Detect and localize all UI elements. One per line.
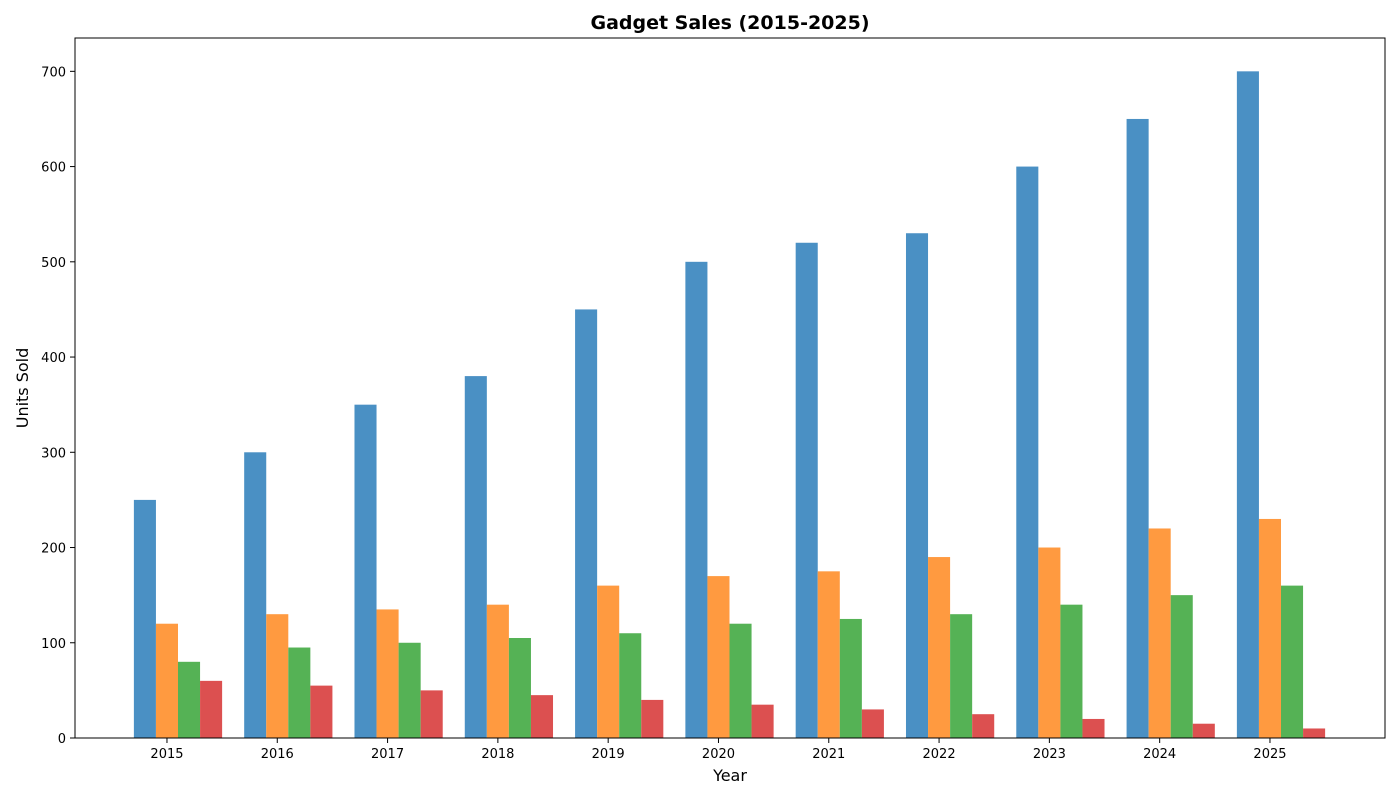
bar-2023-series-2	[1038, 547, 1061, 738]
y-tick-label: 0	[58, 732, 66, 747]
bar-2020-series-4	[751, 704, 774, 738]
bar-2025-series-3	[1281, 585, 1304, 738]
x-tick-label: 2025	[1253, 747, 1286, 762]
x-tick-label: 2015	[150, 747, 183, 762]
bar-2022-series-2	[928, 557, 951, 738]
bar-2021-series-3	[839, 618, 862, 738]
bar-2016-series-3	[288, 647, 311, 738]
y-tick-label: 400	[41, 351, 66, 366]
x-tick-label: 2018	[481, 747, 514, 762]
x-tick-label: 2023	[1033, 747, 1066, 762]
x-tick-label: 2020	[702, 747, 735, 762]
bar-2025-series-1	[1236, 71, 1259, 738]
bar-2024-series-3	[1170, 595, 1193, 738]
bar-2015-series-4	[200, 680, 223, 738]
bar-2025-series-4	[1303, 728, 1326, 738]
bar-2020-series-3	[729, 623, 752, 738]
y-tick-label: 300	[41, 446, 66, 461]
x-tick-label: 2021	[812, 747, 845, 762]
bar-2023-series-1	[1016, 166, 1039, 738]
y-axis-label: Units Sold	[13, 348, 32, 429]
bar-2022-series-1	[905, 233, 929, 739]
bar-2016-series-4	[310, 685, 333, 738]
bar-2020-series-1	[685, 261, 708, 738]
x-axis-label: Year	[712, 766, 747, 785]
y-tick-label: 600	[41, 161, 66, 176]
bar-2022-series-4	[972, 714, 995, 738]
bar-2024-series-4	[1192, 723, 1215, 738]
x-tick-label: 2019	[592, 747, 625, 762]
bar-2015-series-3	[178, 661, 201, 738]
bar-2019-series-2	[597, 585, 620, 738]
bar-2018-series-4	[530, 695, 554, 738]
bar-2020-series-2	[707, 576, 730, 738]
bar-2016-series-2	[266, 614, 289, 738]
y-tick-label: 500	[41, 256, 66, 271]
bar-2018-series-1	[464, 376, 487, 738]
bar-2016-series-1	[244, 452, 267, 738]
x-axis-ticks: 2015 2016 2017 2018 2019 2020 2021 2022 2023 2024…	[150, 738, 1287, 762]
chart-title: Gadget Sales (2015-2025)	[590, 12, 869, 34]
x-tick-label: 2022	[923, 747, 956, 762]
bar-2017-series-1	[354, 404, 377, 738]
bar-2015-series-2	[155, 623, 178, 738]
bar-2021-series-2	[817, 571, 840, 738]
bar-2021-series-4	[861, 709, 884, 738]
bar-2019-series-1	[575, 309, 598, 738]
bar-2022-series-3	[950, 614, 973, 738]
bar-2025-series-2	[1258, 518, 1281, 738]
bar-2017-series-4	[420, 690, 443, 738]
y-axis-ticks: 0 100 200 300 400 500 600 700	[41, 65, 75, 747]
plot-area-frame	[74, 37, 1386, 739]
bar-2018-series-3	[508, 638, 531, 738]
bar-2024-series-2	[1148, 528, 1171, 738]
bar-2023-series-3	[1060, 604, 1083, 738]
x-tick-label: 2017	[371, 747, 404, 762]
x-tick-label: 2016	[261, 747, 294, 762]
bars-group	[133, 71, 1326, 739]
y-tick-label: 200	[41, 542, 66, 557]
bar-2021-series-1	[795, 242, 818, 738]
bar-2023-series-4	[1082, 718, 1105, 738]
bar-2015-series-1	[133, 499, 156, 738]
bar-2018-series-2	[486, 604, 509, 738]
x-tick-label: 2024	[1143, 747, 1176, 762]
bar-2019-series-3	[619, 633, 642, 738]
y-tick-label: 100	[41, 637, 66, 652]
bar-2017-series-2	[376, 609, 399, 738]
y-tick-label: 700	[41, 65, 66, 80]
bar-2019-series-4	[641, 699, 664, 738]
bar-2017-series-3	[398, 642, 421, 738]
bar-2024-series-1	[1126, 118, 1149, 738]
